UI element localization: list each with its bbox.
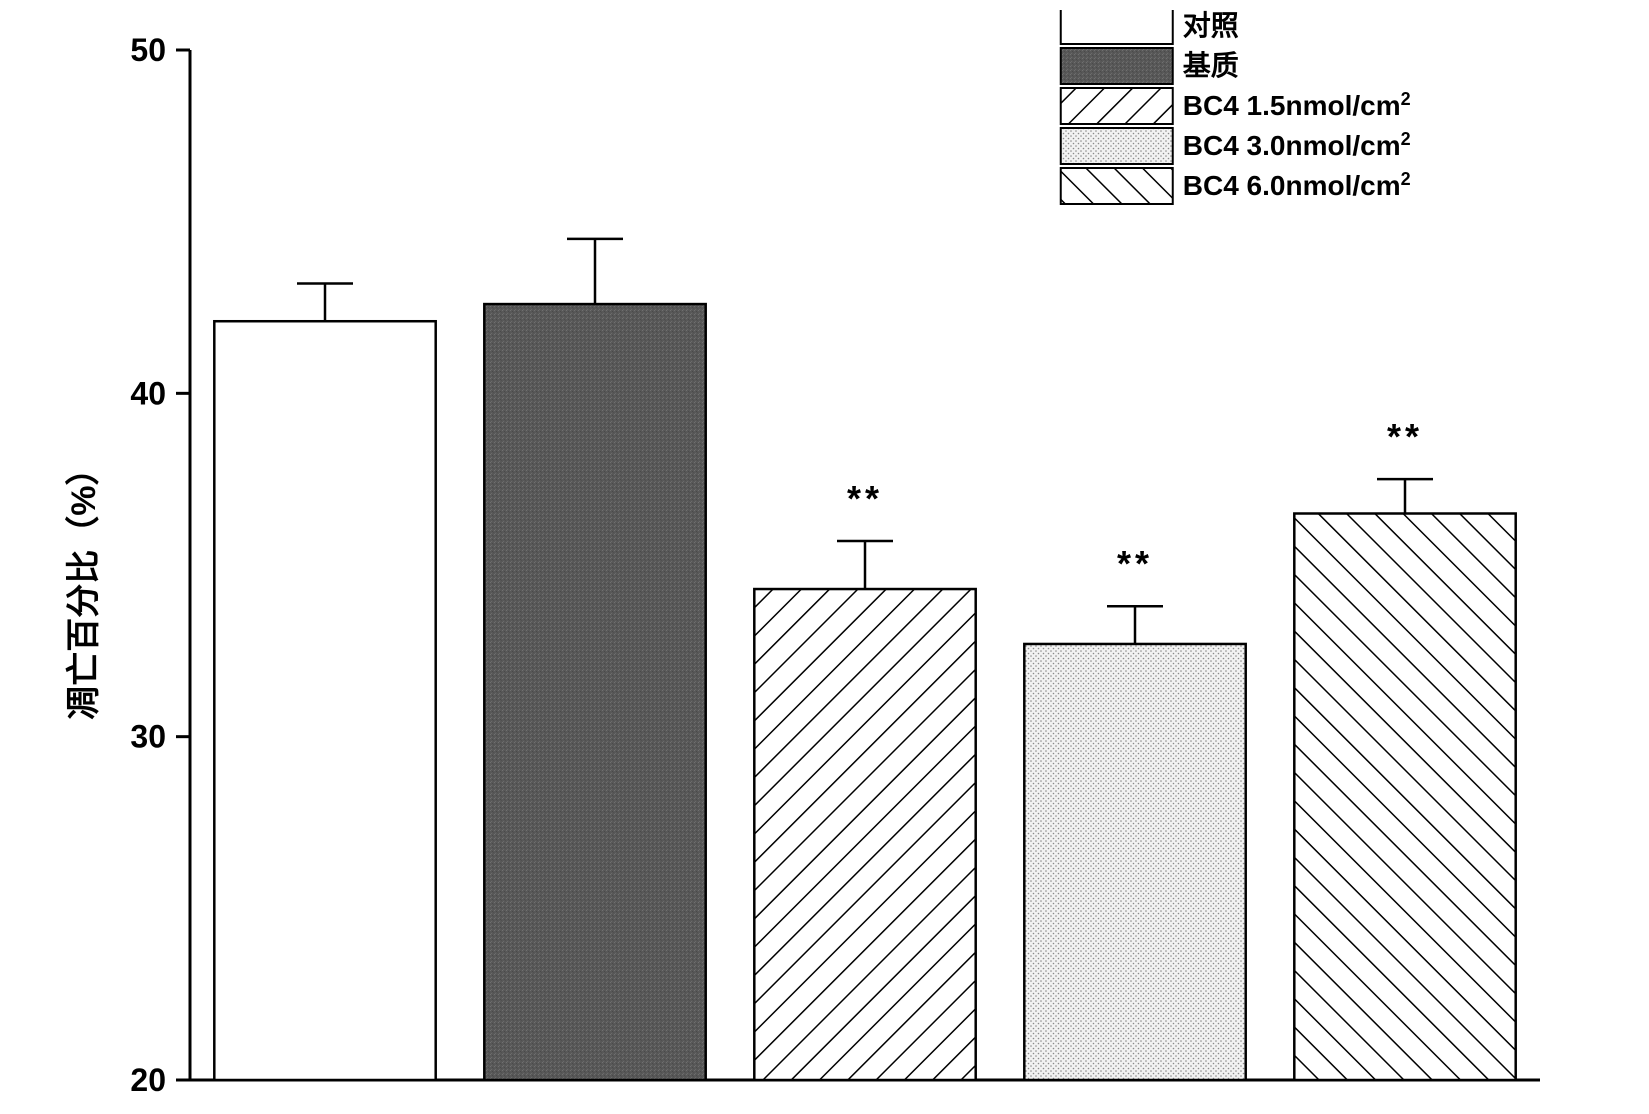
bar-4	[1294, 514, 1515, 1081]
legend-swatch-4	[1061, 168, 1173, 204]
legend-swatch-1	[1061, 48, 1173, 84]
legend-swatch-0	[1061, 10, 1173, 44]
bar-3	[1024, 644, 1245, 1080]
significance-marker: **	[1117, 543, 1153, 584]
legend-swatch-3	[1061, 128, 1173, 164]
y-tick-label: 40	[130, 375, 166, 411]
significance-marker: **	[1387, 416, 1423, 457]
chart-svg: 20 30 40 50 凋亡百分比（%） ** ** ** 对照基质 BC4 1.5nmol/cm…	[50, 10, 1600, 1100]
y-tick-label: 50	[130, 32, 166, 68]
y-axis-title: 凋亡百分比（%）	[64, 451, 103, 719]
significance-marker: **	[847, 478, 883, 519]
bar-0	[214, 321, 435, 1080]
bar-1	[484, 304, 705, 1080]
legend-swatch-2	[1061, 88, 1173, 124]
bar-chart: 20 30 40 50 凋亡百分比（%） ** ** ** 对照基质 BC4 1.5nmol/cm…	[50, 10, 1600, 1100]
legend-label-1: 基质	[1183, 50, 1239, 81]
legend-label-2: BC4 1.5nmol/cm2	[1183, 89, 1411, 121]
y-tick-label: 20	[130, 1062, 166, 1098]
y-tick-label: 30	[130, 719, 166, 755]
legend-label-3: BC4 3.0nmol/cm2	[1183, 129, 1411, 161]
bar-2	[754, 589, 975, 1080]
legend-label-0: 对照	[1183, 10, 1239, 41]
legend-label-4: BC4 6.0nmol/cm2	[1183, 169, 1411, 201]
